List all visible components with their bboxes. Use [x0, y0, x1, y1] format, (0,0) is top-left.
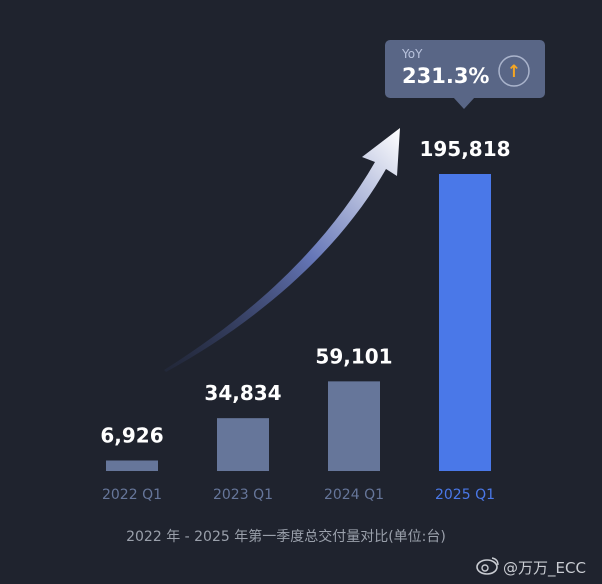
bar-2025-q1 — [439, 174, 491, 471]
arrow-up-icon-ring — [498, 55, 530, 87]
value-label: 6,926 — [100, 423, 163, 447]
yoy-callout: YoY 231.3% ↑ — [385, 40, 545, 109]
weibo-icon — [476, 557, 499, 575]
bar-2023-q1 — [217, 418, 269, 471]
bar-2022-q1 — [106, 460, 158, 471]
yoy-value: 231.3% — [402, 64, 489, 88]
arrow-up-icon: ↑ — [507, 62, 521, 82]
growth-arrow-icon — [164, 128, 400, 372]
value-label: 59,101 — [315, 344, 392, 368]
bar-2024-q1 — [328, 381, 380, 471]
yoy-callout-pointer — [453, 97, 475, 109]
value-label: 34,834 — [204, 381, 281, 405]
watermark: @万万_ECC — [476, 557, 586, 578]
bars-group — [106, 174, 491, 471]
category-label: 2022 Q1 — [102, 487, 162, 503]
chart-caption: 2022 年 - 2025 年第一季度总交付量对比(单位:台) — [126, 528, 446, 545]
watermark-text: @万万_ECC — [503, 559, 586, 578]
value-labels-group: 6,926 34,834 59,101 195,818 — [100, 137, 510, 447]
value-label: 195,818 — [419, 137, 510, 161]
category-label: 2023 Q1 — [213, 487, 273, 503]
category-label: 2024 Q1 — [324, 487, 384, 503]
category-label: 2025 Q1 — [435, 487, 495, 503]
category-labels-group: 2022 Q1 2023 Q1 2024 Q1 2025 Q1 — [102, 487, 495, 503]
yoy-title: YoY — [401, 47, 423, 61]
